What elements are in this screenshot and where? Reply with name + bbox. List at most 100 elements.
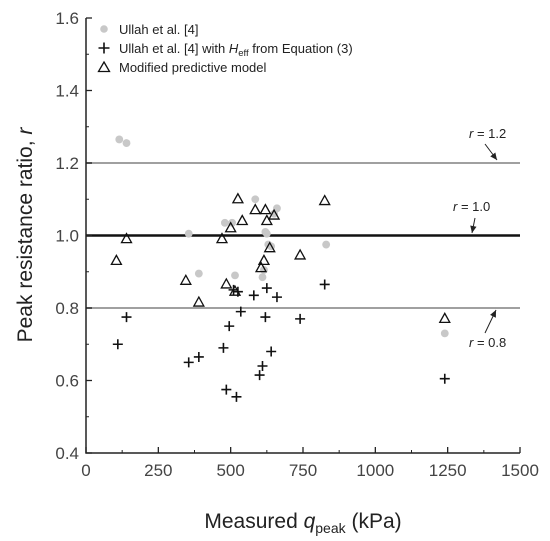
ref-label-0: r = 1.2: [469, 126, 506, 141]
point-triangle-9: [236, 214, 249, 226]
legend-label-circle: Ullah et al. [4]: [119, 22, 199, 37]
point-circle-7: [251, 195, 260, 204]
point-plus-3: [193, 351, 204, 362]
point-triangle-19: [438, 312, 451, 324]
legend-label-triangle: Modified predictive model: [119, 60, 267, 75]
legend-label-plus-var: H: [229, 41, 239, 56]
legend-entry-triangle: Modified predictive model: [97, 60, 267, 75]
point-plus-6: [224, 321, 235, 332]
annotations: r = 1.2r = 1.0r = 0.8: [453, 126, 506, 350]
point-circle-0: [115, 135, 124, 144]
ref-label-2: r = 0.8: [469, 335, 506, 350]
point-plus-14: [260, 312, 271, 323]
ref-label-value-0: = 1.2: [473, 126, 506, 141]
y-tick-label-3: 1.0: [55, 227, 79, 246]
x-tick-label-3: 750: [289, 461, 317, 480]
point-triangle-2: [179, 273, 192, 285]
y-tick-label-5: 1.4: [55, 82, 79, 101]
x-tick-label-5: 1250: [429, 461, 467, 480]
legend-label-plus: Ullah et al. [4] with Heff from Equation…: [119, 41, 353, 59]
point-triangle-3: [192, 295, 205, 307]
legend: Ullah et al. [4] Ullah et al. [4] with H…: [97, 22, 353, 75]
point-plus-19: [319, 279, 330, 290]
point-triangle-7: [228, 284, 242, 296]
point-circle-4: [220, 218, 229, 227]
point-triangle-10: [249, 203, 262, 215]
x-axis-title-var: q: [304, 510, 316, 533]
point-circle-16: [322, 240, 331, 249]
point-triangle-1: [120, 232, 133, 244]
ref-label-value-1: = 1.0: [457, 199, 490, 214]
y-tick-label-2: 0.8: [55, 299, 79, 318]
ref-label-value-2: = 0.8: [473, 335, 506, 350]
y-tick-label-6: 1.6: [55, 9, 79, 28]
point-circle-6: [231, 271, 239, 280]
point-plus-0: [112, 339, 123, 350]
ref-label-var-0: r: [469, 126, 474, 141]
ref-label-var-1: r: [453, 199, 458, 214]
legend-entry-circle: Ullah et al. [4]: [100, 22, 199, 37]
legend-marker-triangle: [97, 60, 111, 73]
reference-lines: [86, 162, 520, 309]
point-circle-15: [273, 204, 281, 213]
legend-label-plus-text1: Ullah et al. [4] with: [119, 41, 229, 56]
y-axis-title: Peak resistance ratio, r: [14, 127, 37, 343]
x-axis-title: Measured qpeak (kPa): [204, 510, 401, 536]
point-plus-10: [235, 306, 246, 317]
ref-label-var-2: r: [469, 335, 474, 350]
y-tick-label-0: 0.4: [55, 444, 79, 463]
point-plus-1: [121, 312, 132, 323]
y-axis-title-var: r: [14, 127, 37, 135]
point-plus-4: [218, 342, 229, 353]
point-plus-13: [257, 361, 268, 371]
point-triangle-4: [215, 232, 229, 244]
x-tick-label-0: 0: [81, 461, 90, 480]
point-triangle-8: [231, 192, 245, 204]
x-tick-label-4: 1000: [356, 461, 394, 480]
point-plus-16: [266, 346, 277, 357]
point-triangle-5: [220, 277, 233, 289]
ref-arrow-head-1: [470, 225, 477, 233]
ref-arrow-head-2: [490, 310, 496, 318]
point-triangle-12: [257, 254, 271, 266]
point-plus-8: [231, 391, 242, 402]
tick-labels: 0 250 500 750 1000 1250 1500 0.4 0.6 0.8 1.0 1.2 1.4…: [55, 9, 539, 480]
ref-label-1: r = 1.0: [453, 199, 490, 214]
legend-label-plus-text2: from Equation (3): [249, 41, 353, 56]
point-plus-15: [261, 283, 272, 294]
y-axis-title-prefix: Peak resistance ratio,: [14, 135, 37, 343]
point-triangle-13: [259, 203, 272, 215]
x-tick-label-1: 250: [144, 461, 172, 480]
point-triangle-16: [267, 208, 281, 220]
point-plus-5: [221, 384, 232, 395]
point-circle-17: [440, 329, 449, 338]
legend-marker-plus: [98, 42, 110, 54]
x-axis-title-sub: peak: [315, 520, 346, 536]
x-axis-title-prefix: Measured: [204, 510, 303, 533]
legend-label-plus-sub: eff: [238, 48, 249, 59]
point-plus-18: [295, 313, 306, 324]
point-triangle-0: [110, 254, 123, 266]
point-plus-12: [254, 370, 265, 381]
point-triangle-18: [318, 194, 331, 206]
point-circle-1: [122, 139, 131, 147]
ref-arrow-head-0: [490, 152, 497, 160]
axes: [85, 17, 521, 454]
x-tick-label-6: 1500: [501, 461, 539, 480]
point-plus-11: [248, 290, 259, 301]
y-tick-label-1: 0.6: [55, 372, 79, 391]
point-plus-2: [183, 357, 194, 368]
y-tick-label-4: 1.2: [55, 154, 79, 173]
data-points: [110, 135, 451, 402]
x-axis-title-suffix: (kPa): [346, 510, 402, 533]
point-plus-17: [271, 292, 282, 303]
point-circle-8: [258, 273, 267, 282]
point-triangle-17: [294, 248, 307, 260]
point-triangle-11: [254, 261, 268, 273]
legend-marker-circle: [100, 25, 108, 33]
x-tick-label-2: 500: [216, 461, 244, 480]
point-plus-20: [439, 373, 450, 384]
point-circle-11: [262, 229, 271, 238]
point-triangle-6: [224, 221, 237, 233]
